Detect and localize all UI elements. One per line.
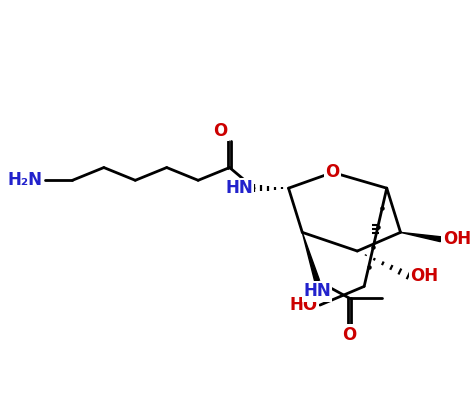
Text: OH: OH bbox=[410, 267, 438, 284]
Text: HN: HN bbox=[226, 179, 253, 197]
Polygon shape bbox=[400, 232, 441, 242]
Text: O: O bbox=[325, 164, 340, 181]
Text: HN: HN bbox=[303, 282, 331, 301]
Text: H₂N: H₂N bbox=[8, 171, 43, 189]
Text: OH: OH bbox=[443, 230, 471, 248]
Text: O: O bbox=[213, 122, 228, 140]
Text: HO: HO bbox=[290, 296, 318, 314]
Polygon shape bbox=[302, 232, 319, 281]
Text: O: O bbox=[342, 326, 357, 344]
